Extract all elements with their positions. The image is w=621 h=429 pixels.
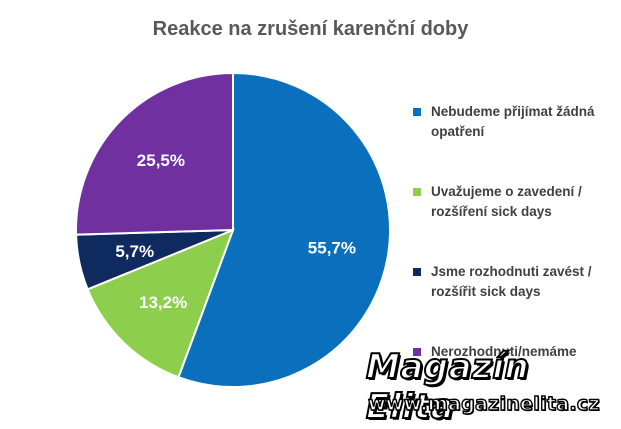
legend-label-2: Uvažujeme o zavedení / rozšíření sick da…	[431, 184, 582, 219]
legend-label-4: Nerozhodnuti/nemáme	[431, 344, 577, 359]
legend-swatch-2	[413, 188, 421, 196]
pie-slice-1	[177, 71, 391, 388]
watermark-brand: Magazín Elita	[365, 346, 530, 428]
data-label-4: 25,5%	[137, 151, 185, 170]
legend-swatch-3	[413, 268, 421, 276]
legend-item-2: Uvažujeme o zavedení / rozšíření sick da…	[413, 182, 618, 262]
pie-slice-2	[86, 228, 235, 379]
legend-swatch-1	[413, 108, 421, 116]
legend-swatch-4	[413, 348, 421, 356]
chart-legend: Nebudeme přijímat žádná opatření Uvažujem…	[413, 102, 618, 422]
data-label-1: 55,7%	[308, 239, 356, 258]
legend-label-1: Nebudeme přijímat žádná opatření	[431, 104, 595, 139]
data-label-3: 5,7%	[115, 242, 154, 261]
pie-slice-4	[75, 71, 234, 236]
legend-item-4: Nerozhodnuti/nemáme	[413, 342, 618, 422]
legend-label-3: Jsme rozhodnuti zavést / rozšířit sick d…	[431, 264, 592, 299]
legend-item-3: Jsme rozhodnuti zavést / rozšířit sick d…	[413, 262, 618, 342]
legend-item-1: Nebudeme přijímat žádná opatření	[413, 102, 618, 182]
watermark-url: www.magazinelita.cz	[367, 392, 600, 415]
chart-title: Reakce na zrušení karenční doby	[152, 18, 469, 40]
data-label-2: 13,2%	[139, 293, 187, 312]
